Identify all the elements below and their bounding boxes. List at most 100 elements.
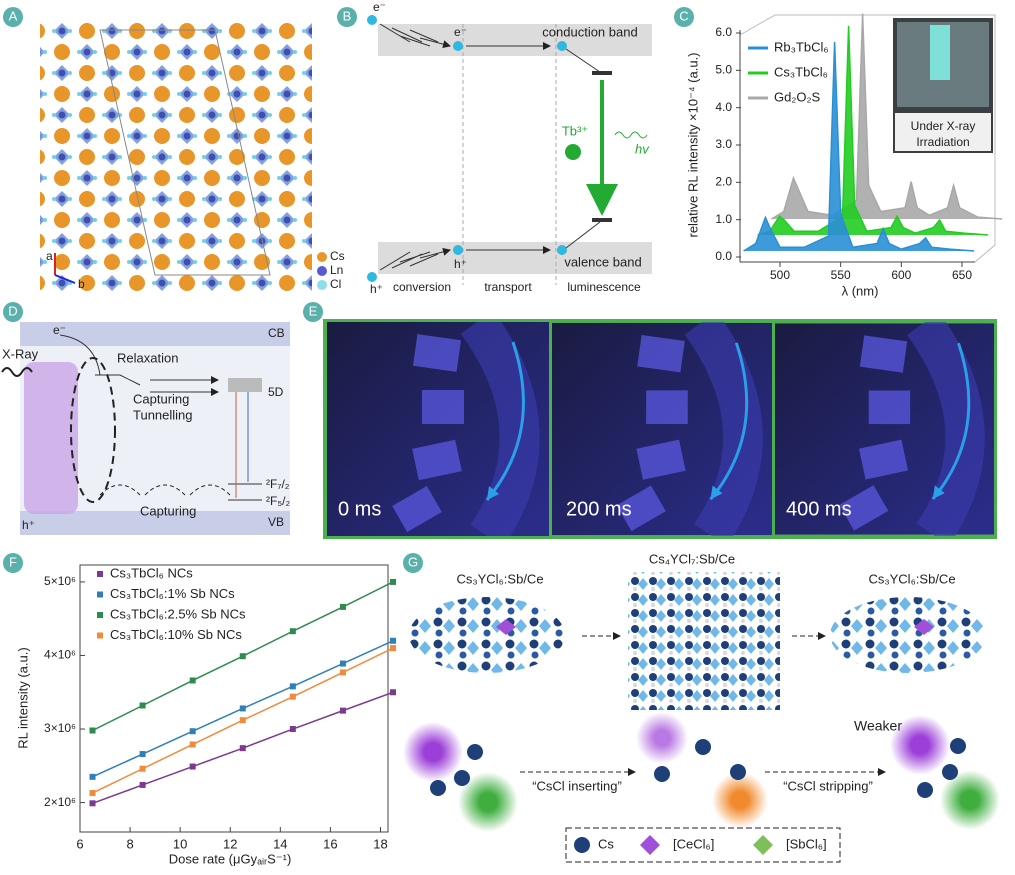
panel-e: 0 ms 200 ms 400 ms (323, 319, 997, 539)
marker (189, 728, 196, 735)
legend-label: Cs₃TbCl₆ (774, 64, 828, 79)
legend-label: Rb₃TbCl₆ (774, 39, 829, 54)
x-tick-label: 650 (952, 268, 972, 282)
marker (89, 727, 96, 734)
xray-wave (1, 367, 33, 377)
legend-box (565, 827, 841, 863)
marker (239, 717, 246, 724)
panel-f: RL intensity (a.u.) Dose rate (μGyₐᵢᵣS⁻¹… (15, 564, 389, 866)
label: h⁺ (22, 518, 35, 532)
label: 5D (268, 385, 284, 399)
stage: transport (484, 280, 532, 294)
stage: luminescence (567, 280, 641, 294)
legend-label: Cs₃TbCl₆:10% Sb NCs (110, 627, 242, 642)
axis-b (54, 274, 76, 284)
legend-swatch (317, 280, 327, 290)
x-axis-title: Dose rate (μGyₐᵢᵣS⁻¹) (169, 851, 292, 866)
axis-label: a (46, 249, 53, 263)
area-fill (743, 41, 975, 251)
sb-glow (712, 772, 768, 828)
marker (239, 653, 246, 660)
marker (289, 683, 296, 690)
label: Weaker (854, 718, 902, 734)
legend-label: Cs₃TbCl₆:2.5% Sb NCs (110, 606, 246, 621)
legend-label: Gd₂O₂S (774, 89, 821, 104)
panel-labels: A B C D E F G (3, 7, 694, 573)
capture-loop (70, 357, 116, 503)
x-tick-label: 600 (891, 268, 911, 282)
label: hv (635, 141, 650, 156)
marker (239, 705, 246, 712)
y-tick-label: 3.0 (715, 137, 732, 151)
carriers (367, 15, 567, 282)
crystal-cluster (628, 572, 780, 710)
x-tick-label: 18 (373, 836, 387, 851)
time-label: 0 ms (338, 498, 381, 520)
valence-band (378, 242, 652, 274)
label-badge (3, 553, 23, 573)
marker (89, 790, 96, 797)
hopping (99, 484, 231, 496)
label: Tb³⁺ (562, 123, 588, 138)
panel-label: B (343, 8, 352, 23)
annotation: Irradiation (916, 135, 969, 149)
panel-label: E (309, 303, 318, 318)
panel-label: A (9, 8, 18, 23)
label: conduction band (542, 24, 637, 39)
label-badge (403, 553, 423, 573)
legend-swatch (97, 632, 103, 639)
time-label: 400 ms (786, 498, 852, 520)
legend-label: Cl (330, 277, 341, 291)
plot-frame (79, 564, 389, 833)
legend-label: Cs₃TbCl₆ NCs (110, 565, 193, 580)
label: CB (268, 326, 285, 340)
label: e⁻ (373, 0, 386, 14)
legend-swatch (317, 252, 327, 262)
annotation: Under X-ray (911, 119, 976, 133)
label: ²F₇/₂ (266, 477, 290, 491)
cb-band (20, 322, 290, 346)
panel-g: Cs₃YCl₆:Sb/Ce Cs₄YCl₇:Sb/Ce Cs₃YCl₆:Sb/C… (403, 551, 1000, 863)
sb-glow (458, 772, 518, 832)
ce-glow (403, 722, 463, 782)
legend-label: [CeCl₆] (673, 836, 714, 851)
x-tick-label: 6 (76, 836, 83, 851)
marker (89, 800, 96, 807)
legend-swatch (574, 837, 590, 853)
molecule-stack (24, 362, 78, 514)
legend-label: [SbCl₆] (786, 836, 827, 851)
relaxation-path (59, 334, 141, 386)
spectrum-line (771, 13, 1003, 220)
label-badge (303, 302, 323, 322)
ce-octahedron (914, 619, 934, 635)
label: Capturing (140, 503, 196, 518)
y-tick-label: 2.0 (715, 175, 732, 189)
marker (390, 689, 397, 696)
crystal-cluster (409, 597, 565, 673)
marker (189, 741, 196, 748)
marker (390, 645, 397, 652)
y-tick-label: 3×10⁶ (44, 721, 76, 735)
legend-swatch (97, 571, 103, 577)
marker (289, 693, 296, 700)
relax-line (565, 221, 601, 249)
panel-label: G (408, 554, 418, 569)
label-badge (3, 302, 23, 322)
label: h⁺ (370, 282, 383, 296)
marker (289, 628, 296, 635)
legend-swatch (97, 591, 103, 598)
axis-label: b (78, 277, 85, 291)
ce-glow (636, 712, 688, 764)
stage: conversion (393, 280, 451, 294)
y-tick-label: 5.0 (715, 63, 732, 77)
legend-label: Cs (598, 836, 614, 851)
marker (139, 765, 146, 772)
label: VB (268, 515, 284, 529)
label: Cs₃YCl₆:Sb/Ce (456, 571, 543, 586)
label: ²F₅/₂ (266, 494, 290, 508)
label: X-Ray (2, 346, 39, 361)
unit-cell (99, 29, 271, 276)
x-tick-label: 550 (831, 268, 851, 282)
label: Cs₄YCl₇:Sb/Ce (649, 551, 735, 566)
